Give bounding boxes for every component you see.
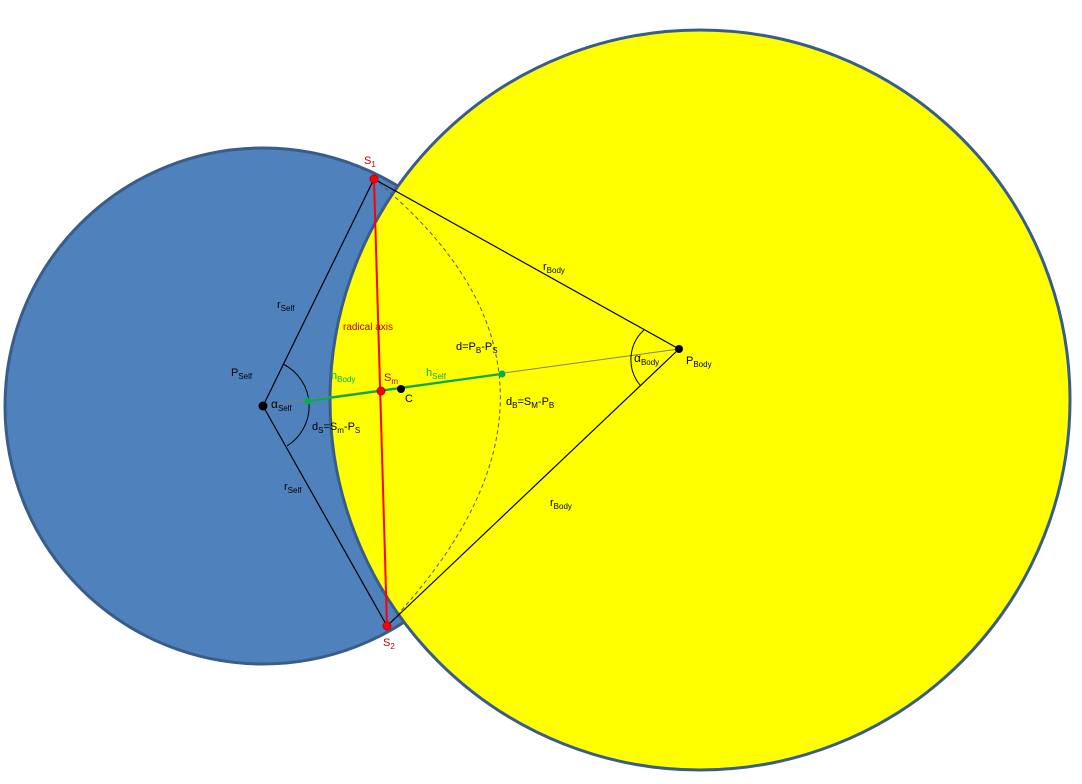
db-formula-label: dB=SM-PB <box>506 396 554 410</box>
p-body-point <box>675 345 683 353</box>
c-label: C <box>405 393 413 405</box>
radius-lines <box>262 178 680 627</box>
h-self-label: hSelf <box>426 367 447 381</box>
s2-label: S2 <box>383 637 395 651</box>
alpha-self-label: αSelf <box>271 397 293 413</box>
h-segment-line <box>307 373 503 402</box>
radical-axis-label: radical axis <box>343 322 393 333</box>
r-body-top-line <box>373 178 680 350</box>
r-self-top-line <box>262 178 375 407</box>
sm-point <box>376 386 386 396</box>
p-body-label: PBody <box>686 355 712 369</box>
body-circle <box>328 28 1072 772</box>
r-self-top-label: rSelf <box>277 299 295 313</box>
p-self-point <box>258 401 268 411</box>
r-body-bottom-label: rBody <box>550 497 572 511</box>
r-body-bottom-line <box>386 348 680 627</box>
alpha-body-label: αBody <box>634 351 659 367</box>
r-self-bottom-line <box>262 405 388 627</box>
d-formula-label: d=PB-PS <box>456 341 498 355</box>
s2-point <box>382 621 392 631</box>
dashed-arc <box>373 178 501 627</box>
sm-label: Sm <box>384 372 398 386</box>
green-left-point <box>304 397 312 405</box>
s1-point <box>369 174 379 184</box>
c-point <box>397 385 405 393</box>
s1-label: S1 <box>364 155 376 169</box>
p-self-label: PSelf <box>231 367 253 381</box>
h-body-label: hBody <box>331 370 355 384</box>
alpha-body-arc <box>630 329 645 386</box>
ds-formula-label: dS=Sm-PS <box>312 421 360 435</box>
r-body-top-label: rBody <box>543 261 565 275</box>
radical-axis-line <box>373 178 388 627</box>
r-self-bottom-label: rSelf <box>284 481 302 495</box>
green-right-point <box>498 370 506 378</box>
